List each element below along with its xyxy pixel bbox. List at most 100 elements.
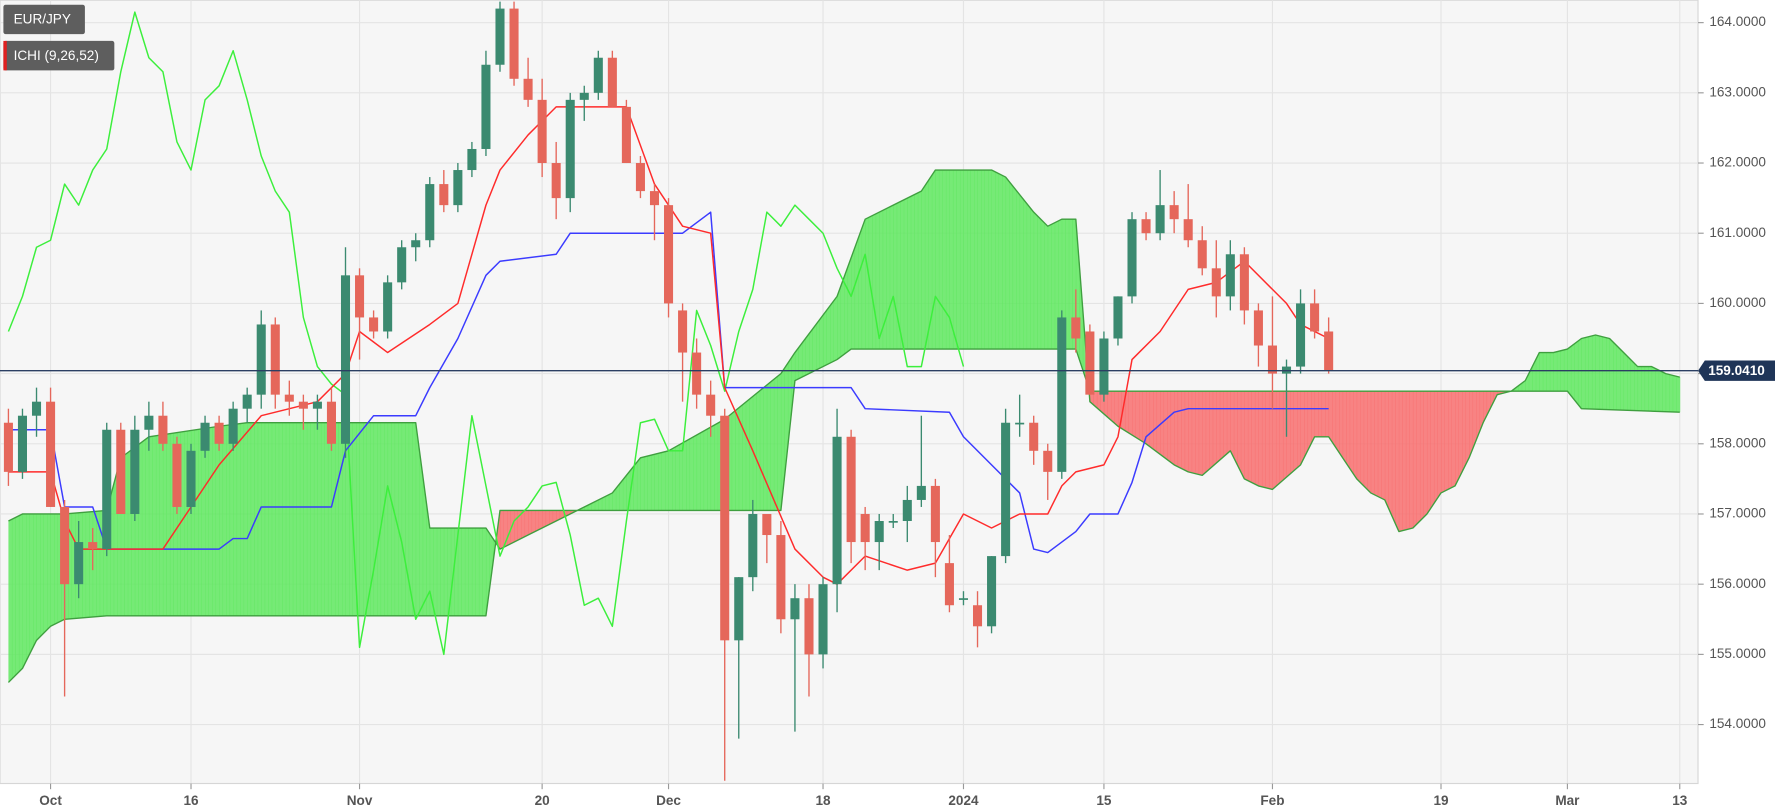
- candle: [1001, 408, 1011, 564]
- cloud-fill: [422, 475, 427, 616]
- cloud-fill: [1419, 391, 1424, 522]
- candle: [326, 387, 336, 451]
- candle: [916, 415, 926, 507]
- candle-body: [734, 577, 744, 641]
- price-tag: [1698, 360, 1775, 381]
- cloud-fill: [303, 422, 308, 616]
- cloud-fill: [847, 257, 852, 352]
- cloud-fill: [865, 217, 870, 350]
- cloud-fill: [1409, 391, 1414, 529]
- candle: [621, 99, 631, 164]
- cloud-fill: [549, 510, 554, 525]
- candle-body: [649, 191, 660, 206]
- cloud-fill: [1205, 391, 1210, 473]
- candle-body: [116, 429, 126, 514]
- cloud-fill: [1458, 391, 1463, 479]
- candle: [1267, 296, 1277, 409]
- cloud-fill: [598, 498, 603, 511]
- candle-body: [804, 598, 814, 655]
- candle: [31, 387, 42, 437]
- cloud-fill: [1037, 215, 1042, 350]
- cloud-fill: [1588, 335, 1593, 410]
- candle: [1310, 289, 1320, 339]
- cloud-fill: [1546, 352, 1551, 392]
- cloud-fill: [1251, 391, 1256, 485]
- candle-body: [720, 415, 730, 641]
- candle: [944, 535, 954, 613]
- candle: [958, 591, 969, 606]
- candle: [1324, 317, 1334, 374]
- cloud-fill: [1096, 391, 1101, 411]
- candle: [1211, 240, 1221, 318]
- candle-body: [635, 163, 645, 192]
- cloud-fill: [1233, 391, 1238, 465]
- cloud-fill: [643, 456, 648, 511]
- candle: [551, 141, 561, 220]
- y-tick-label: 160.0000: [1709, 295, 1766, 310]
- cloud-fill: [844, 267, 849, 355]
- cloud-fill: [745, 399, 750, 511]
- cloud-fill: [489, 533, 494, 590]
- cloud-fill: [665, 450, 669, 511]
- candle: [411, 233, 421, 262]
- candle: [102, 422, 112, 557]
- cloud-fill: [1009, 181, 1014, 350]
- candle-body: [1029, 422, 1039, 451]
- cloud-fill: [25, 513, 30, 662]
- cloud-fill: [1153, 391, 1158, 452]
- cloud-fill: [1448, 391, 1452, 490]
- cloud-fill: [1388, 391, 1393, 516]
- candle: [453, 163, 463, 213]
- cloud-fill: [15, 515, 20, 676]
- candle: [804, 584, 814, 697]
- cloud-fill: [995, 171, 1000, 350]
- cloud-fill: [1093, 391, 1098, 408]
- cloud-fill: [1356, 391, 1361, 483]
- cloud-fill: [861, 219, 866, 350]
- indicator-label: ICHI (9,26,52): [14, 48, 99, 63]
- cloud-fill: [1265, 391, 1270, 489]
- cloud-fill: [1483, 391, 1488, 423]
- y-tick-label: 154.0000: [1709, 716, 1766, 731]
- cloud-fill: [1160, 391, 1165, 457]
- candle-body: [1099, 338, 1109, 395]
- cloud-fill: [819, 315, 824, 369]
- candle: [495, 1, 505, 72]
- candle-body: [916, 485, 926, 500]
- candle: [523, 57, 533, 107]
- candle-body: [425, 184, 435, 241]
- candle-body: [930, 485, 940, 543]
- cloud-fill: [1325, 391, 1330, 437]
- candle-body: [17, 415, 27, 472]
- cloud-fill: [1068, 219, 1073, 350]
- price-label: 159.0410: [1708, 363, 1765, 378]
- cloud-fill: [1275, 391, 1280, 487]
- candle-body: [60, 506, 70, 585]
- cloud-fill: [370, 422, 375, 616]
- candle-body: [621, 106, 631, 164]
- candle: [425, 177, 435, 248]
- cloud-fill: [261, 422, 266, 616]
- cloud-fill: [545, 510, 550, 527]
- cloud-fill: [247, 422, 252, 616]
- cloud-fill: [1346, 391, 1351, 469]
- cloud-fill: [1634, 363, 1639, 411]
- candle: [1057, 310, 1067, 479]
- cloud-fill: [443, 528, 448, 616]
- cloud-fill: [833, 296, 838, 362]
- cloud-fill: [240, 423, 245, 616]
- candle: [664, 198, 674, 318]
- cloud-fill: [858, 228, 863, 350]
- cloud-fill: [931, 170, 936, 350]
- cloud-fill: [82, 512, 87, 618]
- cloud-fill: [984, 170, 989, 350]
- cloud-fill: [1553, 351, 1558, 392]
- cloud-fill: [327, 422, 332, 616]
- y-tick-label: 158.0000: [1709, 435, 1766, 450]
- cloud-fill: [1230, 391, 1235, 458]
- cloud-fill: [1240, 391, 1245, 479]
- cloud-fill: [159, 434, 164, 616]
- candle-body: [1015, 422, 1025, 425]
- cloud-fill: [1079, 264, 1084, 371]
- candle-body: [706, 394, 716, 416]
